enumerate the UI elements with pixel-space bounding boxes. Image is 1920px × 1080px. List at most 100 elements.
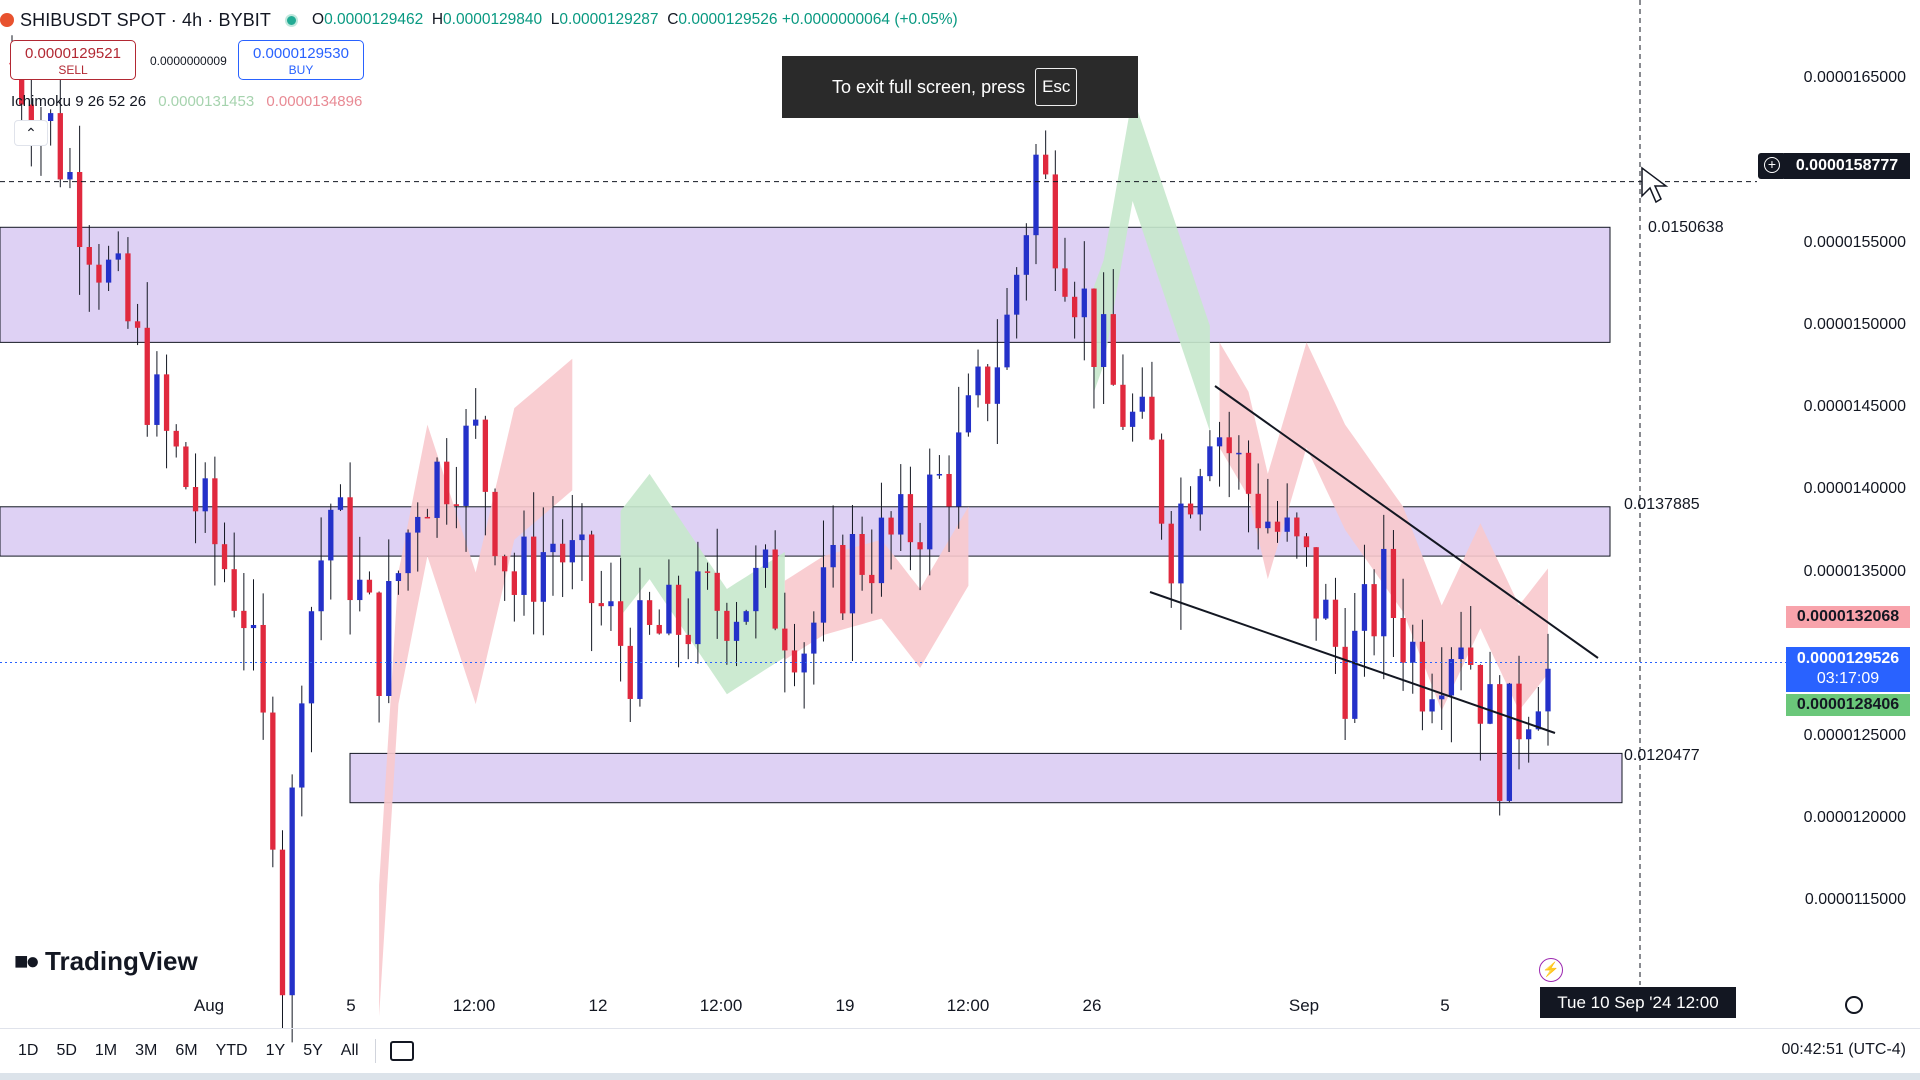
candle-body bbox=[1178, 503, 1184, 584]
candle-up bbox=[308, 606, 315, 753]
range-button-1d[interactable]: 1D bbox=[18, 1042, 39, 1059]
candle-body bbox=[511, 571, 517, 595]
candle-body bbox=[840, 544, 846, 614]
range-button-3m[interactable]: 3M bbox=[135, 1042, 158, 1059]
candle-down bbox=[260, 593, 266, 740]
candle-down bbox=[212, 456, 218, 586]
candle-body bbox=[308, 611, 315, 704]
candle-body bbox=[357, 579, 363, 601]
chart-settings-icon[interactable] bbox=[1845, 996, 1863, 1014]
candle-down bbox=[1313, 547, 1319, 641]
candle-body bbox=[782, 628, 788, 651]
candle-body bbox=[685, 634, 691, 645]
candle-body bbox=[869, 574, 875, 584]
candle-body bbox=[559, 543, 566, 563]
buy-button[interactable]: 0.0000129530 BUY bbox=[238, 40, 364, 80]
tradingview-logo-icon: ■● bbox=[14, 947, 40, 975]
range-button-ytd[interactable]: YTD bbox=[215, 1042, 248, 1059]
candle-body bbox=[579, 534, 585, 541]
range-button-5d[interactable]: 5D bbox=[56, 1042, 77, 1059]
candle-body bbox=[1410, 641, 1416, 663]
candle-body bbox=[1535, 711, 1541, 730]
candle-down bbox=[598, 570, 604, 626]
candle-up bbox=[579, 503, 585, 582]
candle-body bbox=[617, 601, 624, 646]
candle-body bbox=[1342, 646, 1348, 719]
collapse-legend-button[interactable]: ⌃ bbox=[14, 120, 48, 146]
lightning-icon[interactable]: ⚡ bbox=[1539, 958, 1563, 982]
candle-up bbox=[405, 529, 411, 591]
candle-up bbox=[1265, 478, 1271, 534]
candle-down bbox=[1342, 608, 1348, 741]
candle-up bbox=[318, 517, 324, 641]
timezone-clock[interactable]: 00:42:51 (UTC-4) bbox=[1781, 1041, 1907, 1058]
candle-up bbox=[1129, 393, 1136, 442]
candle-body bbox=[212, 478, 218, 545]
candle-up bbox=[975, 349, 981, 408]
range-button-1m[interactable]: 1M bbox=[94, 1042, 118, 1059]
candle-body bbox=[270, 712, 276, 850]
candle-up bbox=[386, 539, 392, 704]
candle-body bbox=[1284, 517, 1290, 532]
tradingview-logo[interactable]: ■● TradingView bbox=[14, 946, 198, 976]
candle-body bbox=[1448, 659, 1455, 696]
sell-button[interactable]: 0.0000129521 SELL bbox=[10, 40, 136, 80]
candle-body bbox=[279, 849, 286, 996]
candle-body bbox=[994, 367, 1001, 404]
price-axis-label: 0.0000125000 bbox=[1803, 726, 1906, 744]
senkou-b-price-label: 0.0000128406 bbox=[1786, 694, 1910, 716]
candle-body bbox=[695, 571, 701, 645]
candle-body bbox=[1149, 396, 1155, 440]
candle-body bbox=[1361, 584, 1368, 631]
candle-down bbox=[144, 282, 150, 437]
bar-countdown: 03:17:09 bbox=[1816, 670, 1880, 687]
symbol-title[interactable]: SHIBUSDT SPOT · 4h · BYBIT bbox=[20, 9, 271, 30]
candle-body bbox=[569, 540, 575, 563]
ichimoku-cloud bbox=[784, 506, 969, 668]
candle-down bbox=[1091, 288, 1097, 409]
candle-down bbox=[86, 225, 92, 312]
candle-body bbox=[144, 327, 150, 425]
candle-down bbox=[1168, 511, 1174, 608]
candle-up bbox=[357, 536, 363, 612]
candle-down bbox=[376, 591, 382, 723]
candle-body bbox=[424, 516, 431, 519]
candle-body bbox=[1043, 154, 1049, 175]
range-button-5y[interactable]: 5Y bbox=[303, 1042, 323, 1059]
candle-up bbox=[1216, 421, 1223, 487]
range-button-1y[interactable]: 1Y bbox=[265, 1042, 286, 1059]
candle-down bbox=[1158, 433, 1165, 540]
calendar-icon[interactable] bbox=[389, 1041, 414, 1061]
candle-body bbox=[1390, 548, 1397, 619]
candle-body bbox=[1458, 647, 1464, 660]
candle-body bbox=[19, 63, 25, 105]
candle-body bbox=[1497, 684, 1503, 801]
candle-up bbox=[898, 464, 904, 551]
candle-body bbox=[849, 534, 856, 614]
candle-down bbox=[1497, 675, 1503, 816]
last-price-value: 0.0000129526 bbox=[1796, 650, 1900, 667]
candle-up bbox=[733, 601, 740, 667]
candle-body bbox=[1323, 599, 1329, 619]
senkou-a-price-label: 0.0000132068 bbox=[1786, 606, 1910, 628]
range-button-all[interactable]: All bbox=[340, 1042, 359, 1059]
candle-body bbox=[1352, 630, 1358, 719]
candle-body bbox=[878, 517, 885, 584]
candle-up bbox=[115, 231, 121, 272]
candle-up bbox=[1439, 647, 1445, 730]
candle-up bbox=[434, 457, 440, 538]
indicator-name: Ichimoku 9 26 52 26 bbox=[11, 93, 147, 110]
mouse-cursor-icon bbox=[1641, 166, 1669, 204]
candle-body bbox=[1265, 521, 1271, 529]
fib-level-label: 0.0150638 bbox=[1648, 219, 1724, 236]
add-alert-button[interactable]: + bbox=[1758, 153, 1786, 179]
candle-body bbox=[1487, 684, 1493, 724]
range-button-6m[interactable]: 6M bbox=[175, 1042, 198, 1059]
candle-body bbox=[115, 253, 121, 260]
fib-level-label: 0.0137885 bbox=[1624, 496, 1700, 513]
indicator-legend[interactable]: Ichimoku 9 26 52 26 0.0000131453 0.00001… bbox=[11, 93, 362, 110]
candle-down bbox=[772, 530, 778, 631]
candle-up bbox=[820, 520, 827, 642]
